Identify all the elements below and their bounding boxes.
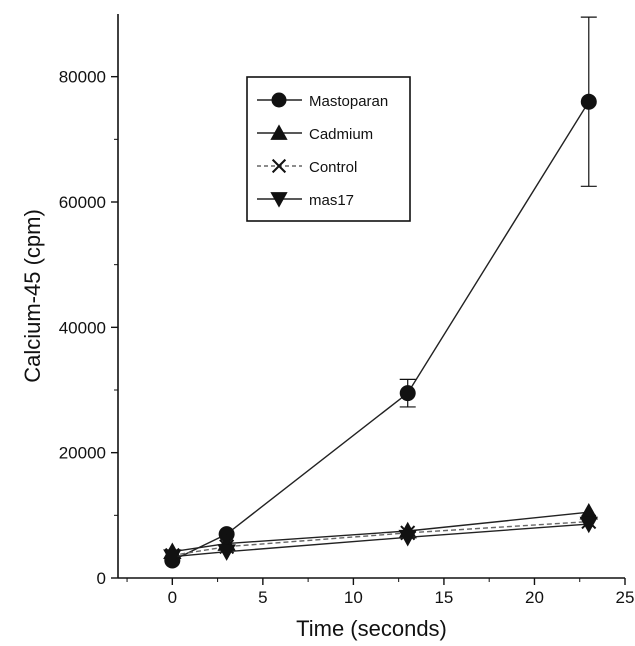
y-tick-label: 60000 [59,193,106,212]
data-point [579,516,598,534]
x-tick-label: 0 [168,588,177,607]
y-tick-label: 0 [97,569,106,588]
data-point [580,93,597,110]
data-point [398,529,417,547]
legend-item: Mastoparan [257,92,388,110]
data-point [399,385,416,402]
y-tick-label: 40000 [59,318,106,337]
legend-item: Control [257,158,357,176]
legend-marker-stroke [271,158,287,174]
series-line [172,520,589,557]
x-tick-label: 10 [344,588,363,607]
legend-label: Control [309,159,357,176]
legend-item: mas17 [257,192,354,209]
series-line [172,523,589,558]
legend-label: Mastoparan [309,93,388,110]
legend-marker [270,192,288,208]
y-axis-label: Calcium-45 (cpm) [20,209,45,383]
legend-label: Cadmium [309,126,373,143]
y-tick-label: 80000 [59,68,106,87]
y-tick-label: 20000 [59,444,106,463]
legend-marker [271,92,287,108]
series-line [172,511,589,553]
x-tick-label: 5 [258,588,267,607]
x-tick-label: 25 [616,588,635,607]
data-point [217,544,236,561]
legend-item: Cadmium [257,124,373,143]
data-point [163,549,182,566]
data-point [579,503,598,520]
data-point [218,526,235,543]
legend-label: mas17 [309,192,354,209]
x-axis-label: Time (seconds) [296,616,447,641]
series-mas17 [163,516,598,566]
legend: Mastoparan Cadmium Control mas17 [246,76,411,222]
legend-marker [271,158,287,174]
x-tick-label: 20 [525,588,544,607]
x-tick-label: 15 [434,588,453,607]
legend-marker [270,124,288,140]
